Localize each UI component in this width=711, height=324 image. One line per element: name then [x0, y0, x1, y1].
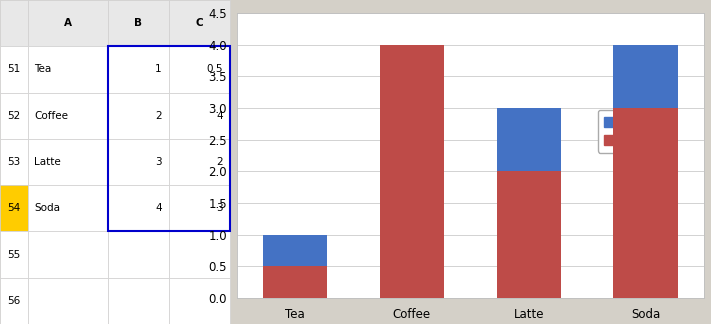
- Bar: [0, 139, 28, 185]
- Bar: [0, 46, 28, 93]
- Bar: [0, 0, 28, 46]
- Bar: [614, 108, 678, 298]
- Bar: [169, 185, 230, 231]
- Bar: [263, 235, 327, 298]
- Bar: [169, 231, 230, 278]
- Bar: [169, 46, 230, 93]
- Text: 53: 53: [7, 157, 21, 167]
- Text: 4: 4: [155, 203, 162, 213]
- Bar: [108, 46, 169, 93]
- Bar: [380, 45, 444, 298]
- Text: 1: 1: [155, 64, 162, 75]
- Text: Coffee: Coffee: [34, 111, 68, 121]
- Bar: [614, 45, 678, 298]
- Text: B: B: [134, 18, 142, 28]
- Bar: [108, 231, 169, 278]
- Bar: [28, 0, 108, 46]
- Bar: [0, 278, 28, 324]
- Text: 51: 51: [7, 64, 21, 75]
- Bar: [380, 171, 444, 298]
- Bar: [28, 231, 108, 278]
- Text: 3: 3: [216, 203, 223, 213]
- Bar: [108, 278, 169, 324]
- Bar: [28, 93, 108, 139]
- Text: 2: 2: [216, 157, 223, 167]
- Bar: [108, 46, 230, 231]
- Text: 56: 56: [7, 296, 21, 306]
- Text: Latte: Latte: [34, 157, 61, 167]
- Text: A: A: [64, 18, 72, 28]
- Bar: [108, 93, 169, 139]
- Bar: [108, 185, 169, 231]
- Text: Tea: Tea: [34, 64, 52, 75]
- Bar: [496, 108, 561, 298]
- Legend: Series1, Series2: Series1, Series2: [598, 110, 675, 153]
- Text: 55: 55: [7, 249, 21, 260]
- Bar: [169, 93, 230, 139]
- Bar: [169, 278, 230, 324]
- Text: 3: 3: [155, 157, 162, 167]
- Bar: [0, 185, 28, 231]
- Bar: [263, 266, 327, 298]
- Bar: [28, 278, 108, 324]
- Text: 52: 52: [7, 111, 21, 121]
- Text: C: C: [196, 18, 203, 28]
- Bar: [28, 46, 108, 93]
- Bar: [28, 139, 108, 185]
- Text: 54: 54: [7, 203, 21, 213]
- Bar: [496, 171, 561, 298]
- Bar: [169, 139, 230, 185]
- Bar: [108, 0, 169, 46]
- Bar: [169, 0, 230, 46]
- Text: Soda: Soda: [34, 203, 60, 213]
- Bar: [108, 139, 169, 185]
- Text: 4: 4: [216, 111, 223, 121]
- Text: 0.5: 0.5: [206, 64, 223, 75]
- Bar: [0, 231, 28, 278]
- Bar: [0, 93, 28, 139]
- Bar: [28, 185, 108, 231]
- Text: 2: 2: [155, 111, 162, 121]
